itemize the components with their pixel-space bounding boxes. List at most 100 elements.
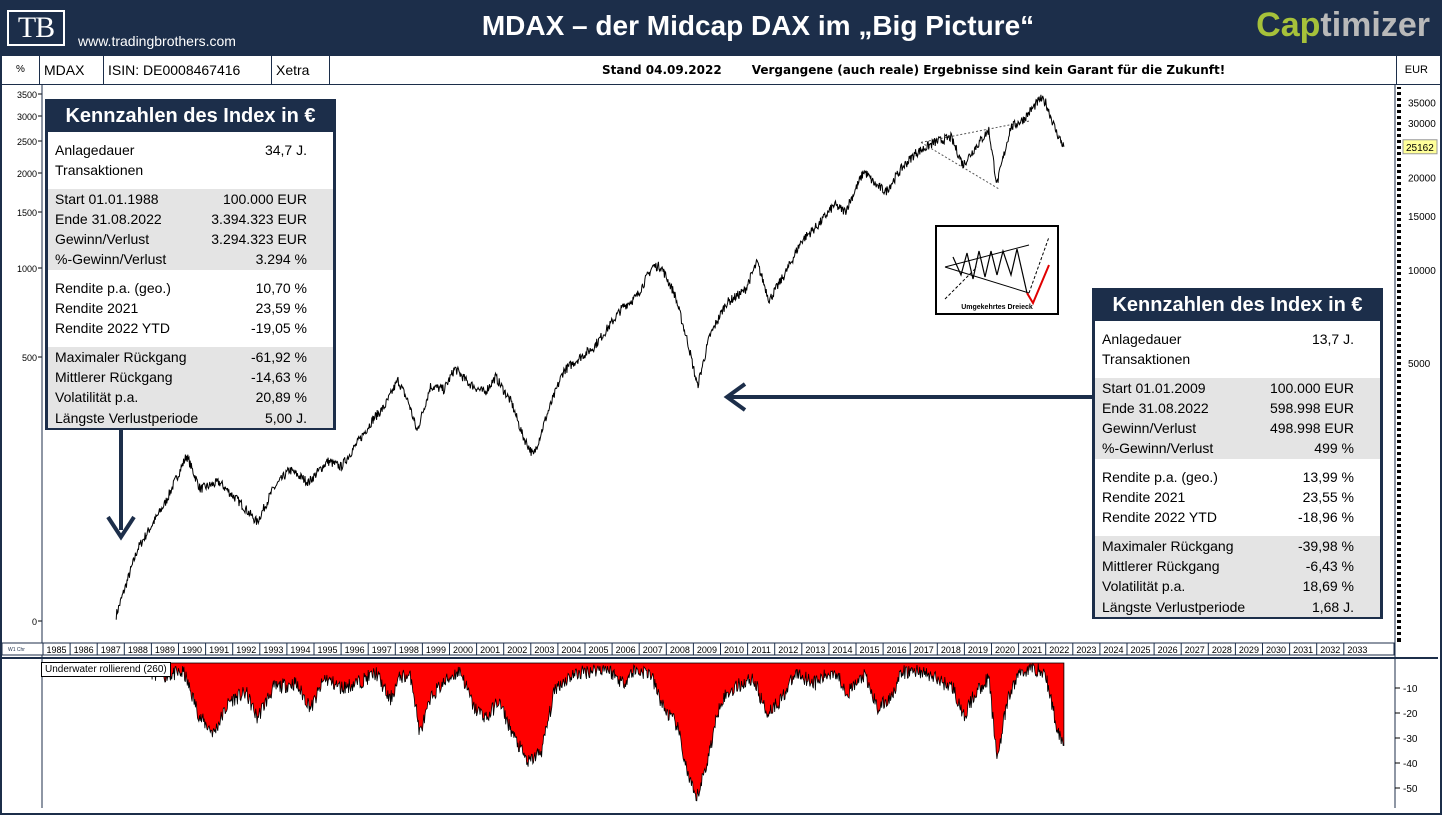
stat-row: %-Gewinn/Verlust 499 % bbox=[1095, 438, 1380, 459]
stat-label: Längste Verlustperiode bbox=[1102, 598, 1246, 615]
year-label: 1993 bbox=[263, 645, 283, 655]
stat-row: Längste Verlustperiode 1,68 J. bbox=[1095, 596, 1380, 617]
right-scale-dash bbox=[1397, 539, 1401, 542]
panel-title: Kennzahlen des Index in € bbox=[48, 102, 333, 132]
panel-rows: Anlagedauer 34,7 J. Transaktionen Start 01.… bbox=[48, 132, 333, 428]
stat-row: Mittlerer Rückgang -14,63 % bbox=[48, 366, 333, 388]
right-scale-dash bbox=[1397, 443, 1401, 446]
stat-row: %-Gewinn/Verlust 3.294 % bbox=[48, 249, 333, 270]
right-scale-dash bbox=[1397, 269, 1401, 272]
triangle-pattern-icon bbox=[944, 236, 1050, 306]
page-title: MDAX – der Midcap DAX im „Big Picture“ bbox=[481, 10, 1035, 41]
stat-value: -61,92 % bbox=[250, 348, 307, 365]
stat-value: 5,00 J. bbox=[264, 409, 307, 426]
right-scale-dash bbox=[1397, 473, 1401, 476]
stat-row: Anlagedauer 13,7 J. bbox=[1095, 329, 1380, 349]
stat-label: %-Gewinn/Verlust bbox=[1102, 440, 1214, 457]
right-scale-dash bbox=[1397, 455, 1401, 458]
scale-label: W1 Chr bbox=[8, 647, 25, 653]
uw-tick-label: -40 bbox=[1403, 759, 1418, 770]
left-tick-label: 2500 bbox=[17, 137, 37, 147]
stat-value: -19,05 % bbox=[250, 320, 307, 337]
year-label: 2014 bbox=[832, 645, 852, 655]
year-label: 2013 bbox=[805, 645, 825, 655]
stat-label: Anlagedauer bbox=[55, 142, 135, 158]
right-scale-dash bbox=[1397, 179, 1401, 182]
right-scale-dash bbox=[1397, 131, 1401, 134]
year-label: 2011 bbox=[751, 645, 770, 655]
stat-label: Gewinn/Verlust bbox=[55, 231, 150, 248]
stat-row: Volatilität p.a. 18,69 % bbox=[1095, 576, 1380, 597]
uw-tick-label: -10 bbox=[1403, 684, 1418, 695]
right-scale-dash bbox=[1397, 377, 1401, 380]
year-label: 2016 bbox=[887, 645, 907, 655]
stat-row: Anlagedauer 34,7 J. bbox=[48, 140, 333, 160]
underwater-panel: -10 -20 -30 -40 -50 bbox=[115, 661, 1418, 802]
year-label: 2018 bbox=[941, 645, 961, 655]
row-gap bbox=[48, 270, 333, 278]
year-label: 2003 bbox=[534, 645, 554, 655]
stat-row: Rendite p.a. (geo.) 13,99 % bbox=[1095, 467, 1380, 487]
stat-value: 13,99 % bbox=[1302, 468, 1354, 485]
chart-frame bbox=[0, 56, 1442, 815]
stat-value: 598.998 EUR bbox=[1269, 399, 1354, 416]
right-scale-dash bbox=[1397, 239, 1401, 242]
year-label: 1999 bbox=[426, 645, 446, 655]
right-scale-dash bbox=[1397, 185, 1401, 188]
right-tick-label: 5000 bbox=[1408, 359, 1431, 370]
right-scale-dash bbox=[1397, 413, 1401, 416]
right-scale-dash bbox=[1397, 557, 1401, 560]
right-scale-dash bbox=[1397, 335, 1401, 338]
underwater-label: Underwater rollierend (260) bbox=[41, 662, 171, 677]
year-axis: W1 Chr 1985 1986 1987 1988 1989 1990 1991 1992 19… bbox=[1, 642, 1438, 659]
stat-label: Volatilität p.a. bbox=[1102, 578, 1186, 595]
last-price-box bbox=[1402, 139, 1438, 155]
stat-value: 100.000 EUR bbox=[1269, 379, 1354, 396]
brand-part-1: Cap bbox=[1256, 6, 1321, 44]
year-label: 1987 bbox=[101, 645, 121, 655]
stat-row: Mittlerer Rückgang -6,43 % bbox=[1095, 555, 1380, 577]
annotation-arrows bbox=[106, 382, 1092, 541]
year-label: 2022 bbox=[1049, 645, 1069, 655]
right-scale-dash bbox=[1397, 467, 1401, 470]
row-gap bbox=[1095, 459, 1380, 467]
year-label: 2001 bbox=[480, 645, 500, 655]
stat-value: 3.294 % bbox=[255, 251, 307, 268]
year-label: 2032 bbox=[1320, 645, 1340, 655]
down-arrow-head bbox=[106, 515, 136, 541]
exchange-field[interactable]: Xetra bbox=[272, 56, 330, 84]
tradingbrothers-logo: TB bbox=[7, 10, 65, 46]
stat-value: 498.998 EUR bbox=[1269, 420, 1354, 437]
year-label: 2031 bbox=[1293, 645, 1313, 655]
stat-label: Rendite 2022 YTD bbox=[55, 320, 170, 337]
uw-tick-label: -50 bbox=[1403, 784, 1418, 795]
right-tick-label: 30000 bbox=[1408, 119, 1436, 130]
year-label: 1985 bbox=[47, 645, 67, 655]
disclaimer: Vergangene (auch reale) Ergebnisse sind … bbox=[751, 63, 1226, 77]
right-scale-dash bbox=[1397, 515, 1401, 518]
year-label: 2026 bbox=[1158, 645, 1178, 655]
symbol-field[interactable]: MDAX bbox=[40, 56, 104, 84]
right-scale-dash bbox=[1397, 635, 1401, 638]
stat-value: -18,96 % bbox=[1297, 509, 1354, 526]
stat-label: Rendite 2021 bbox=[55, 300, 139, 317]
brand-part-2: timizer bbox=[1320, 6, 1430, 44]
right-scale-dash bbox=[1397, 275, 1401, 278]
year-label: 2007 bbox=[643, 645, 663, 655]
stat-label: Maximaler Rückgang bbox=[1102, 537, 1234, 554]
year-label: 2030 bbox=[1266, 645, 1286, 655]
date-note: Stand 04.09.2022 bbox=[602, 63, 722, 77]
percent-toggle[interactable]: % bbox=[2, 56, 40, 84]
stat-value: 13,7 J. bbox=[1311, 331, 1354, 347]
stat-value: 20,89 % bbox=[255, 389, 307, 406]
right-scale-dash bbox=[1397, 125, 1401, 128]
stat-value: 100.000 EUR bbox=[222, 190, 307, 207]
stat-value: 23,59 % bbox=[255, 300, 307, 317]
right-scale-dash bbox=[1397, 95, 1401, 98]
right-scale-dash bbox=[1397, 479, 1401, 482]
website-url[interactable]: www.tradingbrothers.com bbox=[78, 33, 236, 49]
right-scale-dash bbox=[1397, 449, 1401, 452]
year-label: 2023 bbox=[1076, 645, 1096, 655]
isin-field[interactable]: ISIN: DE0008467416 bbox=[104, 56, 272, 84]
header-bar: TB www.tradingbrothers.com MDAX – der Mi… bbox=[0, 0, 1442, 56]
